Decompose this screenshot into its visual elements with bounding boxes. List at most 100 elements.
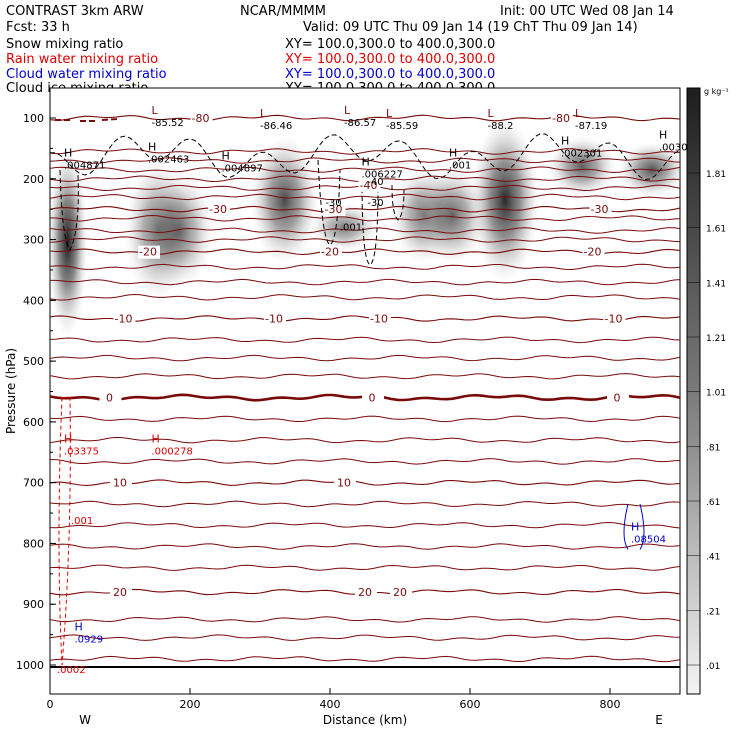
field-xy-cloud-water: XY= 100.0,300.0 to 400.0,300.0 — [285, 67, 496, 82]
endpoint-west: W — [79, 713, 91, 727]
cloud-ice-value: .001 — [449, 161, 471, 172]
y-tick-label: 400 — [23, 294, 44, 307]
cloud-ice-value: -30 — [325, 198, 341, 209]
isotherm-line — [50, 278, 680, 286]
x-tick-label: 800 — [600, 698, 621, 711]
isotherm-line — [50, 227, 680, 234]
isotherm-label-bg — [390, 586, 412, 600]
cloud-water-marker: H — [75, 621, 83, 634]
colorbar-label: 1.01 — [706, 389, 726, 399]
isotherm-line — [50, 500, 680, 508]
colorbar-label: .21 — [706, 607, 720, 617]
colorbar-label: 1.61 — [706, 225, 726, 235]
x-tick-label: 600 — [460, 698, 481, 711]
isotherm-label: 10 — [337, 477, 351, 490]
cloud-water-marker: H — [631, 520, 639, 533]
y-tick-label: 100 — [23, 112, 44, 125]
cloud-ice-value: .002301 — [561, 148, 602, 159]
x-tick-label: 0 — [47, 698, 54, 711]
isotherm-label-bg — [582, 245, 605, 259]
cloud-ice-contour — [50, 133, 680, 181]
isotherm-label: -30 — [591, 203, 609, 216]
endpoint-east: E — [655, 713, 663, 727]
rain-marker: H — [64, 432, 72, 445]
y-tick-label: 300 — [23, 234, 44, 247]
isotherm-label: -20 — [139, 246, 157, 259]
cloud-water-value: .0929 — [75, 635, 104, 646]
isotherm-label: -10 — [370, 313, 388, 326]
rain-value: .0002 — [57, 665, 86, 676]
y-tick-label: 1000 — [16, 659, 44, 672]
isotherm-label: 0 — [369, 392, 376, 405]
isotherm-label-bg — [362, 391, 384, 405]
isotherm-line--10 — [50, 315, 680, 322]
isotherm-line — [50, 263, 680, 271]
cloud-ice-value: -87.19 — [575, 121, 607, 132]
isotherm-line — [50, 458, 680, 465]
isotherm-line — [50, 655, 680, 663]
isotherm-label: -30 — [325, 203, 343, 216]
extreme-marker: L — [260, 107, 267, 120]
isotherm-label: -20 — [321, 246, 339, 259]
isotherm-line — [50, 436, 680, 444]
colorbar-label: 1.81 — [706, 170, 726, 180]
y-axis-label: Pressure (hPa) — [4, 348, 18, 434]
field-xy-snow: XY= 100.0,300.0 to 400.0,300.0 — [285, 37, 496, 52]
isotherm-line-10 — [50, 479, 680, 487]
isotherm-label: -10 — [605, 313, 623, 326]
isotherm-label: -10 — [115, 313, 133, 326]
y-tick-label: 600 — [23, 416, 44, 429]
isotherm-label-bg — [138, 245, 160, 259]
cloud-ice-value: -86.57 — [344, 118, 376, 129]
snow-shading-core — [145, 172, 214, 289]
y-tick-label: 500 — [23, 355, 44, 368]
cloud-ice-value: -88.2 — [488, 121, 514, 132]
isotherm-line — [50, 521, 680, 529]
extreme-marker: L — [386, 107, 393, 120]
colorbar-label: .61 — [706, 498, 720, 508]
isotherm-label-bg — [113, 312, 136, 326]
snow-shading-core — [250, 136, 319, 264]
rain-value: .001 — [71, 516, 93, 527]
valid-time: Valid: 09 UTC Thu 09 Jan 14 (19 ChT Thu … — [303, 20, 638, 35]
x-tick-label: 200 — [180, 698, 201, 711]
isotherm-label-bg — [99, 391, 122, 405]
extreme-marker: H — [362, 156, 370, 169]
model-title: CONTRAST 3km ARW — [6, 4, 144, 19]
isotherm-line — [50, 415, 680, 423]
isotherm-label-bg — [323, 203, 346, 217]
cloud-ice-contour — [361, 179, 379, 266]
y-tick-label: 200 — [23, 173, 44, 186]
extreme-marker: L — [344, 104, 351, 117]
field-label-cloud-water: Cloud water mixing ratio — [6, 67, 167, 82]
isotherm-line — [50, 616, 680, 623]
field-label-snow: Snow mixing ratio — [6, 37, 124, 52]
isotherm-label-bg — [607, 391, 629, 405]
isotherm-line — [50, 193, 680, 201]
organization: NCAR/MMMM — [240, 4, 326, 19]
isotherm-line — [50, 214, 680, 222]
snow-shading-core — [471, 118, 539, 283]
isotherm-label-bg — [110, 476, 132, 490]
isotherm-label: 10 — [113, 477, 127, 490]
cloud-ice-contour — [55, 118, 119, 122]
cloud-ice-value: -86.46 — [260, 121, 292, 132]
extreme-marker: H — [561, 134, 569, 147]
isotherm-label-bg — [208, 203, 230, 217]
cloud-ice-value: -85.59 — [386, 121, 418, 132]
snow-shading-core — [50, 148, 88, 337]
isotherm-label-bg — [369, 312, 391, 326]
rain-value: .000278 — [152, 446, 193, 457]
cloud-ice-value: -40 — [367, 177, 383, 188]
isotherm-label-bg — [358, 178, 381, 192]
isotherm-label: 0 — [614, 392, 621, 405]
isotherm-line — [50, 543, 680, 550]
isotherm-label: -30 — [209, 203, 227, 216]
colorbar-unit: g kg⁻¹ — [704, 87, 729, 96]
isotherm-line — [50, 157, 680, 164]
isotherm-line — [50, 293, 680, 301]
rain-value: .03375 — [64, 446, 99, 457]
isotherm-line — [50, 336, 680, 344]
isotherm-label: 20 — [393, 586, 407, 599]
